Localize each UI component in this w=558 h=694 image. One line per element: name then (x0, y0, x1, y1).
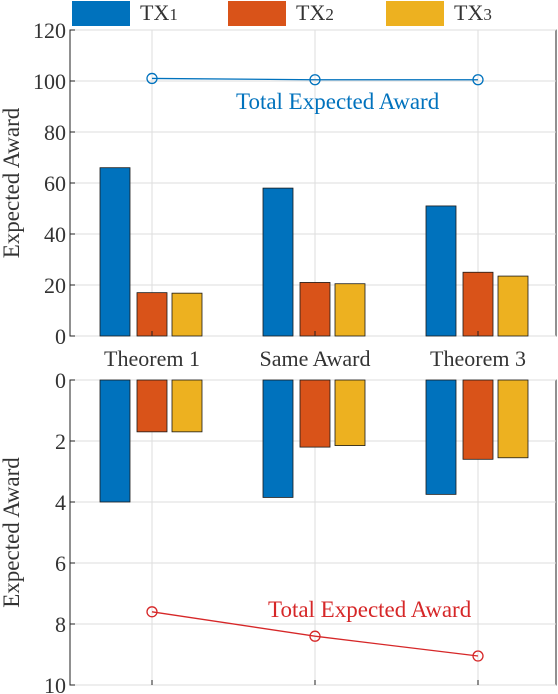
bottom-chart: Total Expected Award 0 2 4 6 8 10 Expected Awar… (0, 368, 557, 694)
y-tick-label: 0 (55, 324, 66, 349)
total-line-marker-3 (472, 74, 484, 86)
bar-tx2-2 (299, 379, 331, 448)
y-tick-label: 40 (44, 222, 66, 247)
bar-tx1-2 (262, 187, 294, 337)
total-line-marker-1 (146, 606, 158, 618)
bar-tx3-2 (334, 379, 366, 446)
bar-tx1-2 (262, 379, 294, 498)
bar-tx1-1 (99, 379, 131, 503)
bar-tx2-2 (299, 282, 331, 337)
y-tick-label: 20 (44, 273, 66, 298)
legend-swatch-1 (72, 1, 130, 26)
total-line-label: Total Expected Award (268, 597, 472, 622)
legend-label-1: TX1 (140, 0, 178, 25)
x-tick-label: Theorem 3 (430, 346, 526, 371)
legend-swatch-2 (228, 1, 286, 26)
y-axis-label: Expected Award (0, 107, 24, 258)
bar-tx3-3 (497, 275, 529, 337)
bar-tx2-1 (136, 292, 168, 337)
y-tick-label: 80 (44, 120, 66, 145)
total-line (151, 611, 479, 657)
legend-label-2: TX2 (296, 0, 334, 25)
top-chart: Total Expected Award 0 20 40 60 80 100 120 Theor… (0, 18, 557, 371)
bar-tx1-3 (425, 379, 457, 495)
bar-tx1-1 (99, 167, 131, 337)
total-line-marker-3 (472, 650, 484, 662)
bar-tx3-1 (171, 379, 203, 433)
total-line-label: Total Expected Award (236, 89, 440, 114)
y-axis-label: Expected Award (0, 457, 24, 608)
y-tick-label: 6 (55, 551, 66, 576)
y-tick-label: 120 (33, 18, 66, 43)
legend-swatch-3 (386, 1, 444, 26)
y-tick-label: 2 (55, 429, 66, 454)
x-tick-label: Same Award (259, 346, 370, 371)
bar-tx1-3 (425, 205, 457, 337)
y-tick-label: 0 (55, 368, 66, 393)
y-tick-label: 100 (33, 69, 66, 94)
total-line-marker-1 (146, 72, 158, 85)
bar-tx3-1 (171, 292, 203, 337)
bar-tx3-3 (497, 379, 529, 459)
total-line-marker-2 (309, 74, 321, 86)
total-line (151, 77, 478, 81)
y-tick-label: 10 (44, 673, 66, 694)
y-tick-label: 4 (55, 490, 66, 515)
legend-label-3: TX3 (454, 0, 492, 25)
legend: TX1 TX2 TX3 (72, 0, 492, 26)
bar-tx3-2 (334, 283, 366, 337)
bar-tx2-1 (136, 379, 168, 433)
x-tick-label: Theorem 1 (104, 346, 200, 371)
bar-tx2-3 (462, 271, 494, 337)
bar-tx2-3 (462, 379, 494, 460)
total-line-marker-2 (309, 630, 321, 642)
y-tick-label: 60 (44, 171, 66, 196)
y-tick-label: 8 (55, 612, 66, 637)
